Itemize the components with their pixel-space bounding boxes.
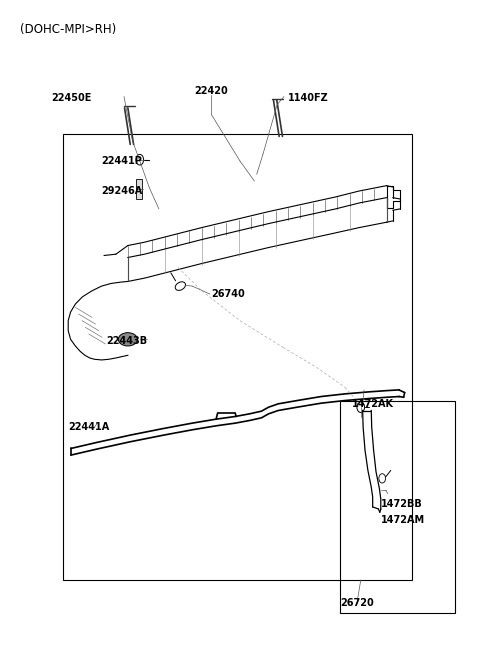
Text: 22443B: 22443B: [107, 335, 147, 345]
Text: 22441A: 22441A: [68, 422, 109, 432]
Text: 1472AK: 1472AK: [352, 399, 394, 409]
Text: 22420: 22420: [194, 86, 228, 96]
Text: 1472BB: 1472BB: [381, 498, 422, 508]
Text: 26720: 26720: [340, 599, 374, 609]
Bar: [136, 179, 142, 199]
Text: 29246A: 29246A: [102, 186, 143, 196]
Text: 1472AM: 1472AM: [381, 515, 425, 525]
Bar: [63, 134, 412, 580]
Ellipse shape: [118, 333, 137, 346]
Text: 22450E: 22450E: [52, 93, 92, 103]
Text: 1140FZ: 1140FZ: [288, 93, 328, 103]
Text: 22441P: 22441P: [102, 156, 143, 166]
Bar: [340, 401, 455, 613]
Text: (DOHC-MPI>RH): (DOHC-MPI>RH): [21, 23, 117, 35]
Text: 26740: 26740: [211, 289, 245, 299]
